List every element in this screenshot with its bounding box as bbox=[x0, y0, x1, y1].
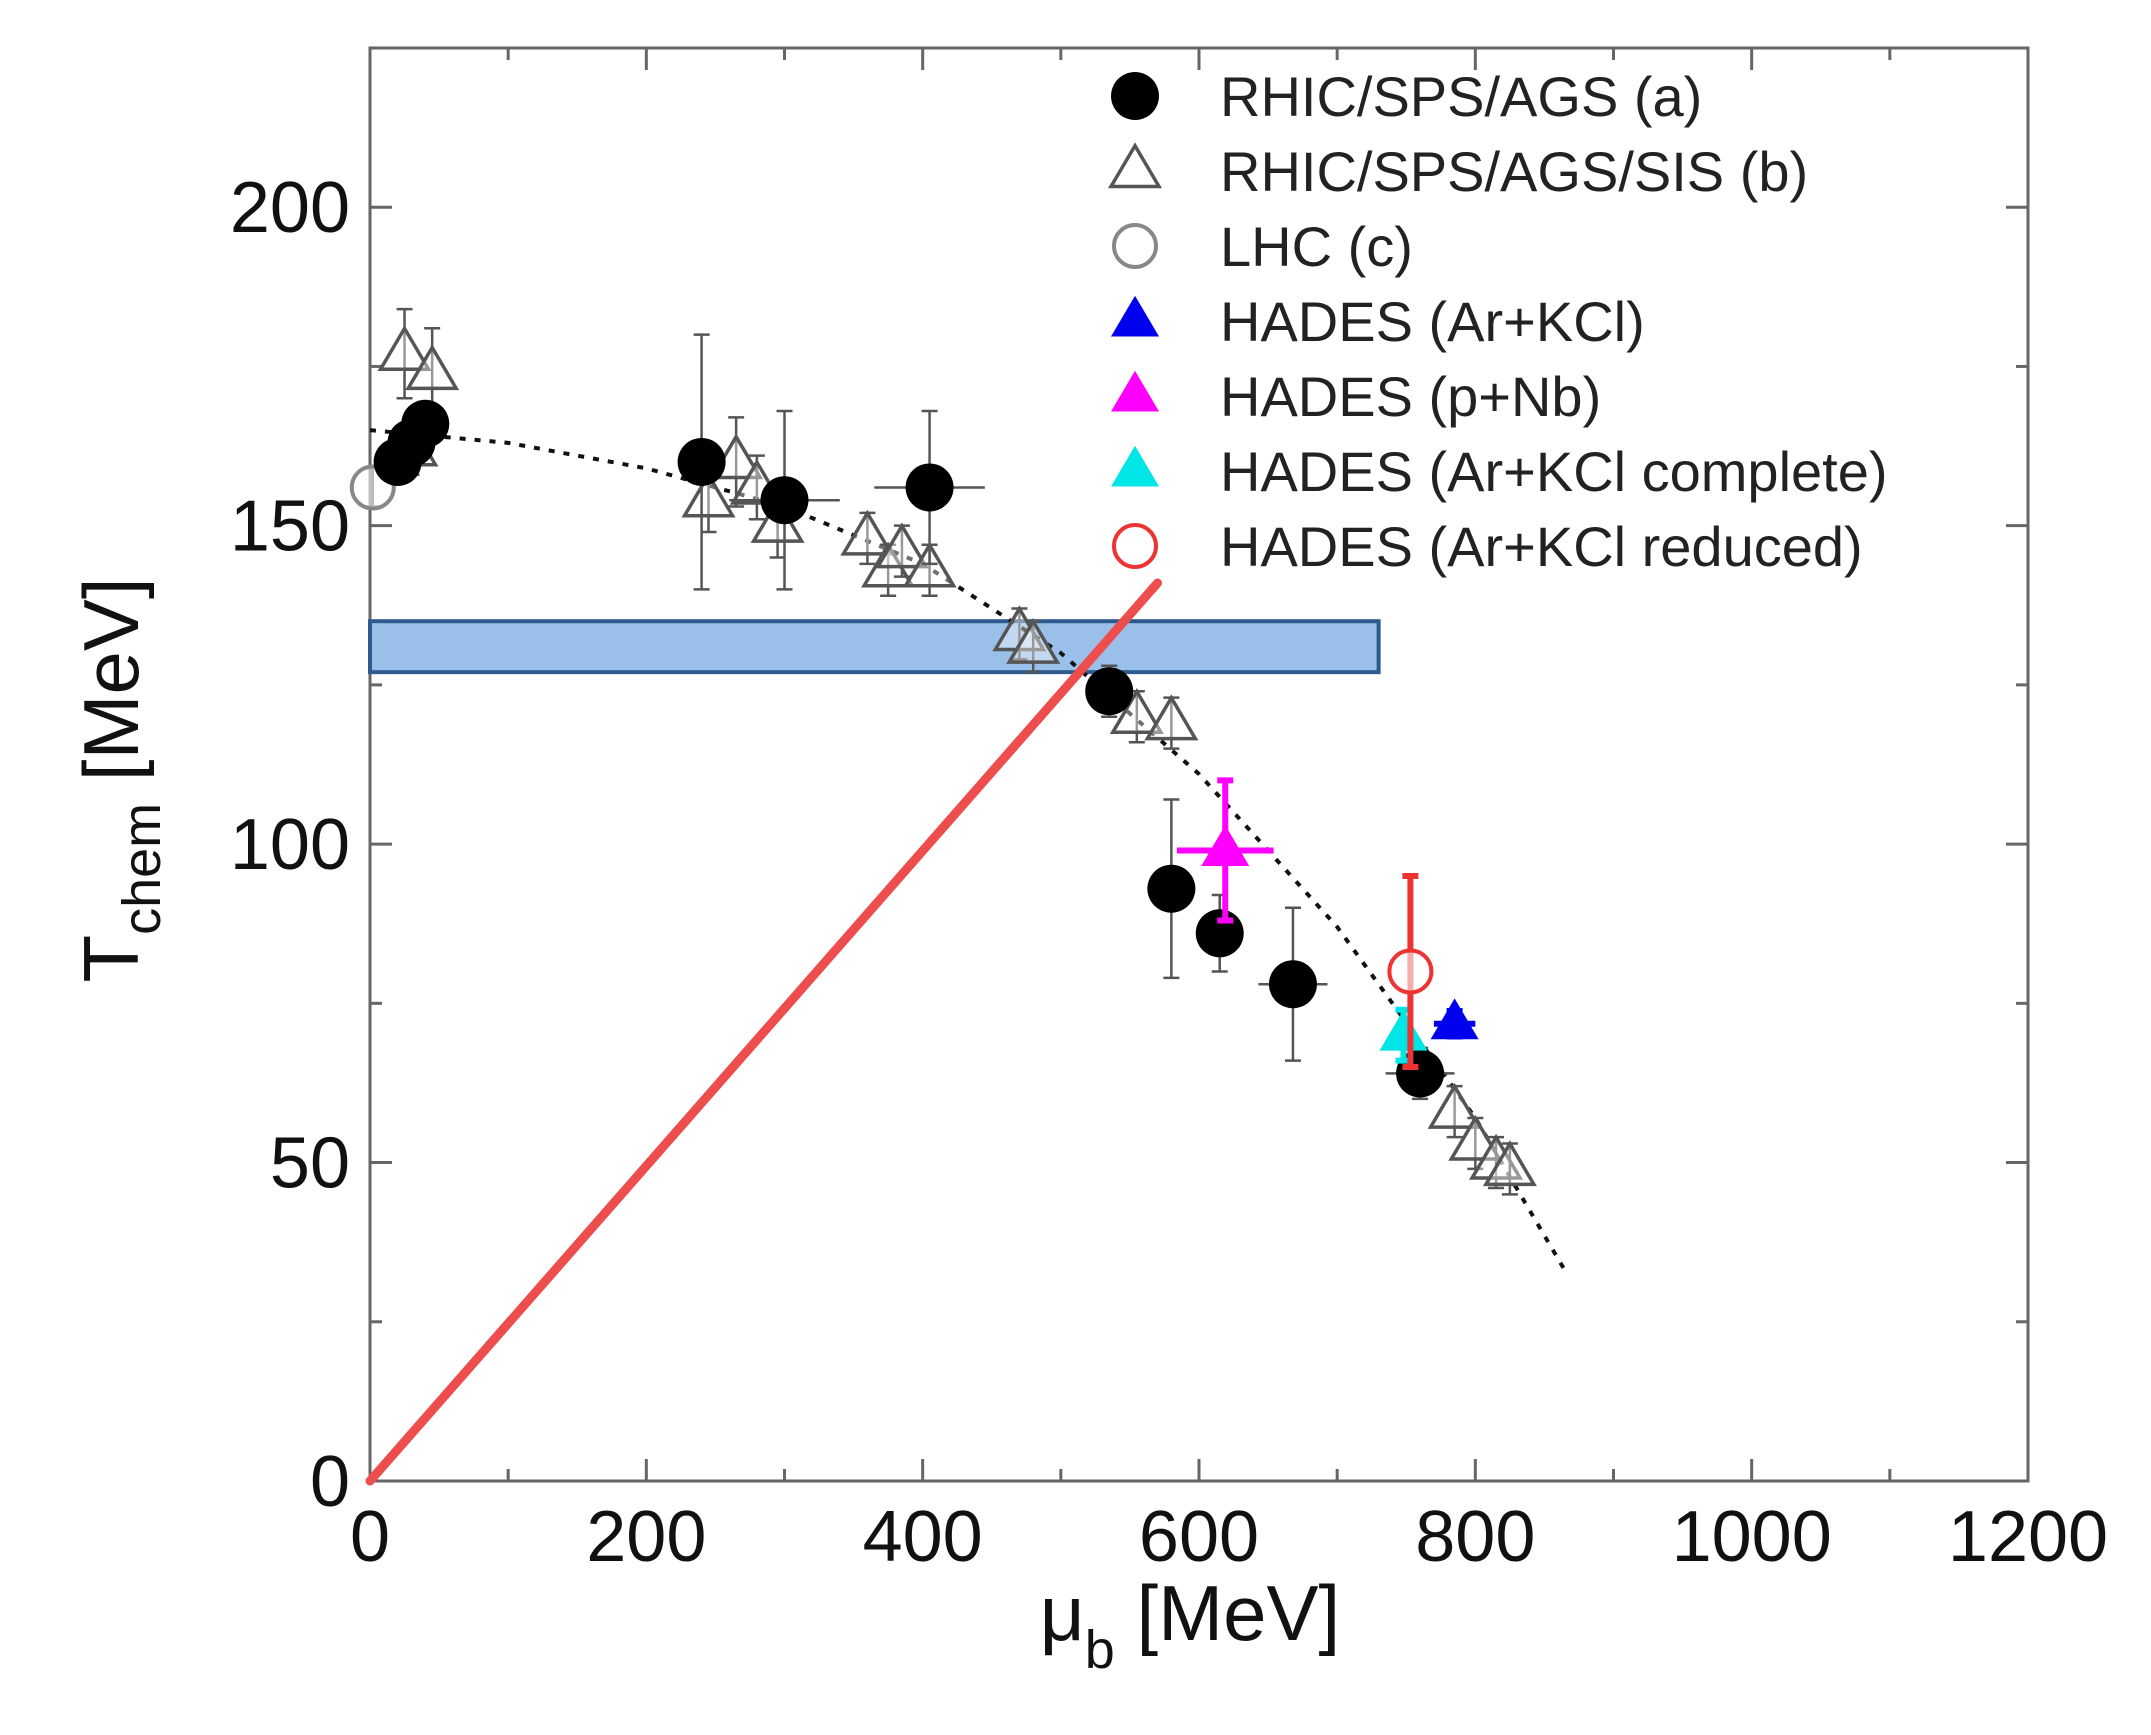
x-tick-label: 800 bbox=[1415, 1497, 1535, 1577]
legend-label: RHIC/SPS/AGS (a) bbox=[1220, 65, 1702, 128]
series-0 bbox=[373, 333, 1455, 1101]
x-axis-title: μb [MeV] bbox=[1040, 1569, 1340, 1680]
axis-ticks bbox=[368, 48, 2030, 1483]
data-point bbox=[1268, 960, 1317, 1009]
legend-marker bbox=[1111, 295, 1159, 337]
series-3 bbox=[1430, 998, 1479, 1040]
y-axis-symbol: T bbox=[67, 935, 155, 983]
data-point bbox=[1144, 694, 1199, 741]
y-axis-subscript: chem bbox=[112, 803, 172, 935]
band-rect bbox=[368, 619, 1381, 675]
data-point bbox=[1109, 687, 1164, 734]
series-6 bbox=[1387, 872, 1434, 1071]
data-point bbox=[1430, 998, 1479, 1040]
data-point bbox=[677, 437, 726, 486]
series-4 bbox=[1176, 777, 1274, 924]
x-tick-label: 1200 bbox=[1948, 1497, 2108, 1577]
legend-marker bbox=[1111, 445, 1159, 487]
data-point bbox=[1006, 617, 1061, 664]
data-point bbox=[1482, 1140, 1537, 1187]
plot-frame bbox=[368, 46, 2030, 1483]
x-tick-label: 400 bbox=[863, 1497, 983, 1577]
y-tick-label: 150 bbox=[230, 487, 350, 567]
data-point bbox=[1201, 825, 1250, 866]
legend-label: RHIC/SPS/AGS/SIS (b) bbox=[1220, 140, 1808, 203]
legend-label: HADES (Ar+KCl complete) bbox=[1220, 440, 1888, 503]
data-point bbox=[405, 344, 460, 391]
data-point bbox=[760, 476, 809, 525]
data-point bbox=[1468, 1133, 1524, 1180]
series-1 bbox=[377, 307, 1537, 1196]
x-tick-label: 600 bbox=[1139, 1497, 1259, 1577]
legend-item: HADES (Ar+KCl reduced) bbox=[1112, 515, 1863, 578]
data-point bbox=[1147, 864, 1196, 913]
y-axis-title: Tchem [MeV] bbox=[67, 577, 172, 982]
legend-item: HADES (p+Nb) bbox=[1111, 365, 1601, 428]
legend-label: HADES (Ar+KCl reduced) bbox=[1220, 515, 1863, 578]
x-tick-label: 0 bbox=[350, 1497, 390, 1577]
x-axis-subscript: b bbox=[1085, 1620, 1115, 1680]
series-5 bbox=[1379, 1006, 1428, 1064]
data-point bbox=[1085, 667, 1134, 716]
data-point bbox=[874, 522, 930, 569]
red-line-path bbox=[365, 578, 1163, 1486]
y-tick-label: 0 bbox=[310, 1442, 350, 1522]
legend-item: HADES (Ar+KCl complete) bbox=[1111, 440, 1888, 503]
legend-label: LHC (c) bbox=[1220, 215, 1413, 278]
data-point bbox=[377, 324, 432, 371]
x-tick-label: 200 bbox=[586, 1497, 706, 1577]
legend-marker bbox=[1112, 523, 1158, 569]
legend-label: HADES (p+Nb) bbox=[1220, 365, 1601, 428]
data-point bbox=[992, 605, 1047, 652]
data-point bbox=[1427, 1082, 1482, 1129]
y-tick-label: 200 bbox=[230, 168, 350, 248]
data-point bbox=[1379, 1009, 1428, 1051]
y-axis-unit: [MeV] bbox=[67, 577, 155, 802]
data-point bbox=[905, 463, 954, 512]
legend-marker bbox=[1112, 223, 1158, 269]
data-points bbox=[349, 307, 1537, 1196]
legend-marker bbox=[1111, 370, 1159, 412]
x-axis-symbol: μ bbox=[1040, 1569, 1085, 1657]
x-tick-label: 1000 bbox=[1672, 1497, 1832, 1577]
red-line bbox=[365, 578, 1163, 1486]
legend-item: RHIC/SPS/AGS (a) bbox=[1111, 65, 1702, 128]
x-axis-unit: [MeV] bbox=[1115, 1569, 1340, 1657]
y-tick-label: 100 bbox=[230, 805, 350, 885]
data-point bbox=[681, 471, 736, 518]
legend: RHIC/SPS/AGS (a) RHIC/SPS/AGS/SIS (b) LHC … bbox=[1107, 65, 1888, 578]
data-point bbox=[401, 399, 450, 448]
temperature-band bbox=[368, 619, 1381, 675]
legend-item: RHIC/SPS/AGS/SIS (b) bbox=[1107, 140, 1808, 203]
data-point bbox=[1195, 909, 1244, 958]
legend-marker bbox=[1107, 142, 1163, 189]
y-tick-label: 50 bbox=[270, 1124, 350, 1204]
x-tick-labels: 0 200 400 600 800 1000 1200 bbox=[350, 1497, 2108, 1577]
legend-label: HADES (Ar+KCl) bbox=[1220, 290, 1645, 353]
data-point bbox=[840, 509, 895, 556]
legend-item: LHC (c) bbox=[1112, 215, 1413, 278]
data-point bbox=[902, 541, 957, 588]
y-tick-labels: 0 50 100 150 200 bbox=[230, 168, 350, 1522]
data-point bbox=[1387, 948, 1434, 995]
legend-item: HADES (Ar+KCl) bbox=[1111, 290, 1645, 353]
legend-marker bbox=[1111, 72, 1159, 120]
